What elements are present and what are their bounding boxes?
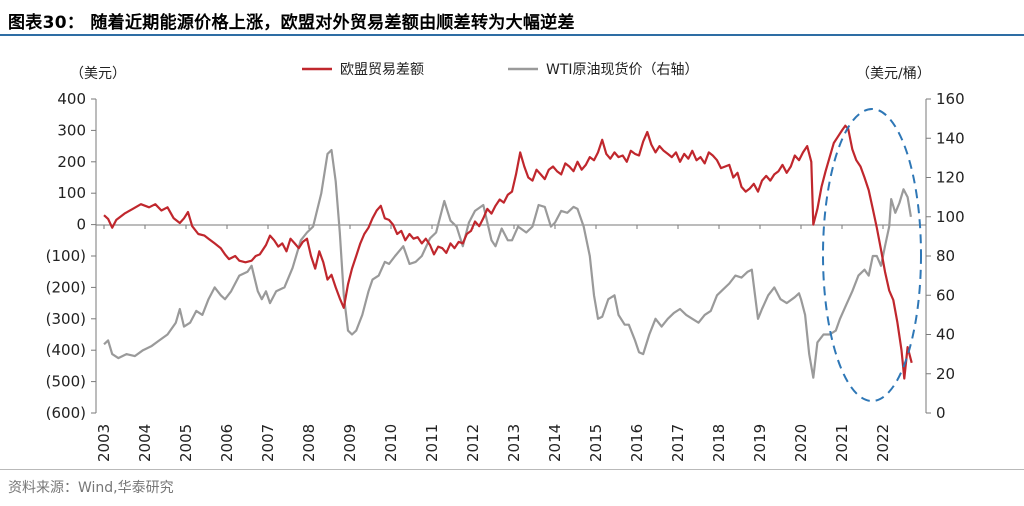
figure-title: 图表30： 随着近期能源价格上涨，欧盟对外贸易差额由顺差转为大幅逆差	[8, 13, 575, 33]
chart-svg: （美元） （美元/桶） 欧盟贸易差额 WTI原油现货价（右轴） 40030020…	[46, 61, 965, 462]
left-tick-label: (600)	[46, 404, 86, 422]
x-tick-label: 2019	[751, 424, 769, 462]
right-tick-label: 60	[936, 286, 955, 304]
left-tick-label: 300	[57, 121, 86, 139]
left-axis: 400 300 200 100 0 (100) (200) (300) (400) (500) (6…	[46, 90, 97, 422]
x-tick-label: 2004	[136, 424, 154, 462]
x-axis: 2003 2004 2005 2006 2007 2008 2009 2010 2011 2012…	[95, 224, 926, 462]
left-axis-unit: （美元）	[70, 66, 126, 82]
left-tick-label: (200)	[46, 278, 86, 296]
x-tick-label: 2013	[505, 424, 523, 462]
title-divider	[0, 34, 1024, 36]
right-tick-label: 20	[936, 365, 955, 383]
x-tick-label: 2008	[300, 424, 318, 462]
x-tick-label: 2017	[669, 424, 687, 462]
left-tick-label: (300)	[46, 310, 86, 328]
left-tick-label: (400)	[46, 341, 86, 359]
legend-label-wti: WTI原油现货价（右轴）	[546, 61, 699, 78]
right-axis: 160 140 120 100 80 60 40 20 0	[925, 90, 965, 422]
legend-label-eu: 欧盟贸易差额	[340, 62, 424, 78]
x-tick-label: 2020	[792, 424, 810, 462]
right-axis-unit: （美元/桶）	[856, 66, 931, 82]
right-tick-label: 100	[936, 208, 965, 226]
x-tick-label: 2007	[259, 424, 277, 462]
right-tick-label: 160	[936, 90, 965, 108]
x-tick-label: 2021	[833, 424, 851, 462]
x-tick-label: 2018	[710, 424, 728, 462]
right-tick-label: 40	[936, 326, 955, 344]
x-tick-label: 2010	[382, 424, 400, 462]
x-tick-label: 2014	[546, 424, 564, 462]
left-tick-label: 400	[57, 90, 86, 108]
x-tick-label: 2005	[177, 424, 195, 462]
right-tick-label: 120	[936, 169, 965, 187]
x-tick-label: 2009	[341, 424, 359, 462]
x-tick-label: 2011	[423, 424, 441, 462]
left-tick-label: 0	[76, 216, 86, 234]
left-tick-label: (100)	[46, 247, 86, 265]
plot-area	[103, 124, 913, 380]
highlight-ellipse	[822, 108, 922, 402]
series-line-wti-price	[103, 148, 912, 379]
left-tick-label: 100	[57, 184, 86, 202]
x-tick-label: 2012	[464, 424, 482, 462]
x-tick-label: 2015	[587, 424, 605, 462]
x-tick-label: 2003	[95, 424, 113, 462]
x-tick-label: 2016	[628, 424, 646, 462]
legend: 欧盟贸易差额 WTI原油现货价（右轴）	[302, 61, 699, 78]
left-tick-label: (500)	[46, 373, 86, 391]
series-line-eu-trade-balance	[103, 124, 913, 380]
x-tick-label: 2022	[874, 424, 892, 462]
right-tick-label: 0	[936, 404, 946, 422]
left-tick-label: 200	[57, 153, 86, 171]
right-tick-label: 80	[936, 247, 955, 265]
right-tick-label: 140	[936, 129, 965, 147]
footer-divider	[0, 469, 1024, 470]
x-tick-label: 2006	[218, 424, 236, 462]
source-note: 资料来源：Wind,华泰研究	[8, 480, 174, 496]
